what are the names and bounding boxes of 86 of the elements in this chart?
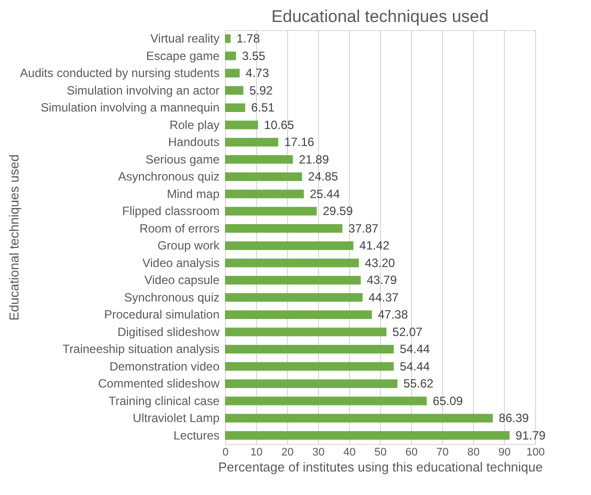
data-label: 6.51	[251, 100, 275, 115]
y-tick-label: Room of errors	[139, 221, 220, 236]
bar	[225, 258, 359, 268]
x-tick-label: 30	[312, 446, 325, 458]
data-label: 43.79	[366, 273, 398, 288]
bar	[225, 190, 304, 198]
bar	[225, 328, 386, 336]
y-tick-label: Traineeship situation analysis	[62, 342, 220, 356]
bar	[225, 379, 398, 388]
data-label: 86.39	[498, 411, 530, 426]
y-tick-label: Virtual reality	[150, 32, 220, 46]
data-label: 44.37	[368, 290, 399, 304]
bar	[225, 120, 258, 130]
y-tick-label: Mind map	[166, 186, 220, 201]
data-label: 3.55	[242, 48, 266, 63]
y-tick-label: Serious game	[145, 152, 220, 166]
bar	[225, 224, 342, 233]
data-label: 47.38	[378, 308, 408, 322]
y-tick-label: Procedural simulation	[104, 308, 220, 322]
y-tick-label: Ultraviolet Lamp	[132, 411, 220, 426]
data-label: 24.85	[308, 170, 338, 184]
bar	[225, 362, 394, 371]
bar	[225, 276, 361, 284]
data-label: 25.44	[310, 186, 340, 201]
x-tick-label: 0	[222, 446, 229, 458]
y-tick-label: Training clinical case	[108, 394, 220, 408]
y-tick-label: Simulation involving an actor	[66, 83, 220, 98]
y-tick-label: Handouts	[168, 135, 220, 150]
x-tick-label: 70	[436, 446, 449, 458]
y-tick-label: Commented slideshow	[98, 376, 220, 391]
y-tick-label: Synchronous quiz	[124, 290, 220, 304]
y-tick-label: Digitised slideshow	[117, 324, 220, 339]
y-tick-label: Video capsule	[144, 273, 220, 288]
data-label: 54.44	[400, 359, 430, 374]
y-tick-label: Group work	[157, 238, 220, 253]
bar	[225, 155, 293, 164]
data-label: 52.07	[392, 324, 423, 339]
y-tick-label: Escape game	[146, 48, 220, 63]
chart-title: Educational techniques used	[271, 7, 489, 26]
bar	[225, 431, 510, 440]
data-label: 43.20	[364, 256, 396, 270]
data-label: 37.87	[348, 221, 379, 236]
bar	[225, 68, 240, 78]
y-tick-label: Lectures	[173, 428, 220, 442]
bar	[225, 34, 231, 43]
bar	[225, 103, 246, 112]
x-tick-label: 10	[250, 446, 263, 458]
x-tick-label: 50	[374, 446, 387, 458]
y-tick-label: Audits conducted by nursing students	[20, 66, 220, 80]
data-label: 4.73	[246, 66, 270, 80]
y-tick-label: Demonstration video	[109, 359, 220, 374]
data-label: 65.09	[432, 394, 464, 408]
data-label: 10.65	[264, 118, 294, 132]
bar	[225, 414, 493, 422]
y-axis-title: Educational techniques used	[6, 154, 22, 321]
bar	[225, 396, 427, 406]
bar	[225, 241, 354, 250]
bar	[225, 52, 236, 60]
data-label: 91.79	[516, 428, 546, 442]
data-label: 1.78	[236, 32, 260, 46]
bar	[225, 86, 244, 95]
y-tick-label: Asynchronous quiz	[118, 170, 220, 184]
bar	[225, 310, 372, 319]
x-axis-title: Percentage of institutes using this educational technique	[218, 460, 543, 474]
y-tick-label: Simulation involving a mannequin	[40, 100, 220, 115]
x-tick-label: 40	[343, 446, 356, 458]
y-tick-label: Video analysis	[142, 256, 220, 270]
data-label: 29.59	[322, 204, 354, 218]
data-label: 41.42	[359, 238, 390, 253]
bar	[225, 206, 317, 216]
bar	[225, 344, 394, 354]
x-tick-label: 90	[498, 446, 511, 458]
x-tick-label: 20	[281, 446, 294, 458]
x-tick-label: 60	[405, 446, 418, 458]
data-label: 54.44	[400, 342, 430, 356]
bar	[225, 293, 363, 302]
y-tick-label: Flipped classroom	[122, 204, 220, 218]
x-tick-label: 100	[526, 446, 545, 458]
bar	[225, 138, 278, 146]
x-tick-label: 80	[467, 446, 480, 458]
bar	[225, 172, 302, 181]
data-label: 17.16	[284, 135, 315, 150]
y-tick-label: Role play	[169, 118, 220, 132]
data-label: 21.89	[298, 152, 330, 166]
data-label: 55.62	[403, 376, 434, 391]
data-label: 5.92	[249, 83, 274, 98]
